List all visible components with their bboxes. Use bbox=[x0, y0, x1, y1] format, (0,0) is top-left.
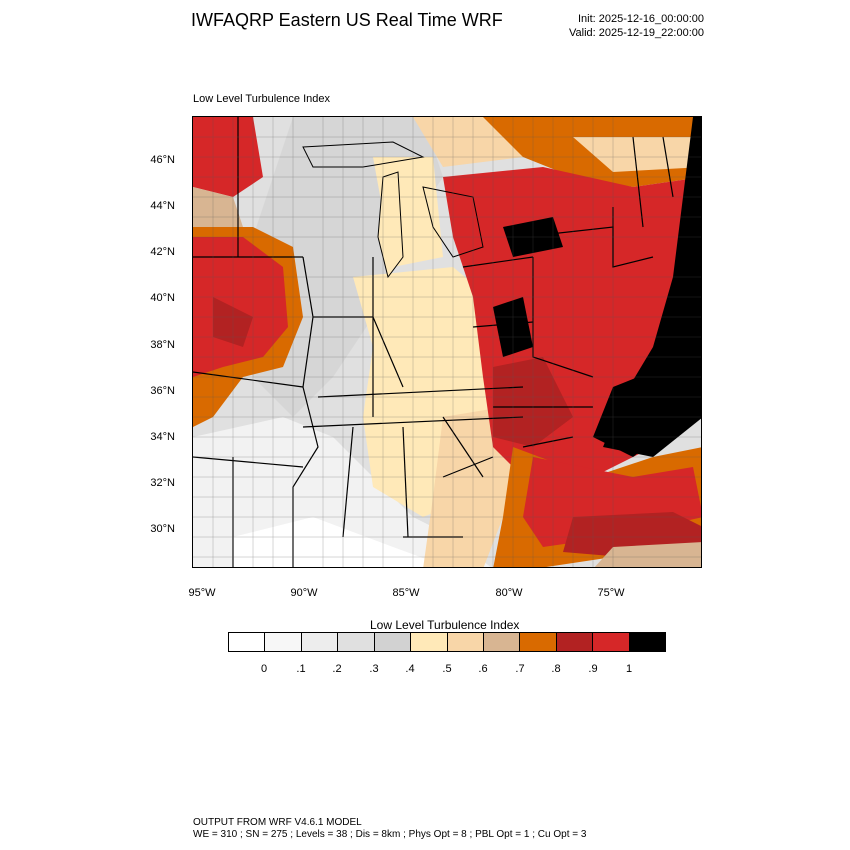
lat-label-40n: 40°N bbox=[150, 292, 175, 304]
lon-label-75w: 75°W bbox=[597, 587, 625, 599]
lon-label-95w: 95°W bbox=[188, 587, 216, 599]
legend-swatch-5 bbox=[411, 633, 448, 651]
legend-swatch-7 bbox=[483, 633, 521, 651]
legend-swatch-8 bbox=[520, 633, 557, 651]
lat-label-44n: 44°N bbox=[150, 200, 175, 212]
panel-title: Low Level Turbulence Index bbox=[193, 93, 330, 105]
legend-swatch-4 bbox=[374, 633, 412, 651]
color-legend-bar bbox=[228, 632, 666, 652]
legend-tick-0.2: .2 bbox=[332, 663, 342, 675]
legend-tick-0.9: .9 bbox=[588, 663, 598, 675]
lat-label-32n: 32°N bbox=[150, 477, 175, 489]
turbulence-field-map bbox=[193, 117, 701, 567]
model-info-line1: OUTPUT FROM WRF V4.6.1 MODEL bbox=[193, 817, 362, 828]
legend-tick-0.7: .7 bbox=[515, 663, 525, 675]
legend-swatch-10 bbox=[593, 633, 630, 651]
model-info-line2: WE = 310 ; SN = 275 ; Levels = 38 ; Dis … bbox=[193, 829, 587, 840]
legend-swatch-2 bbox=[301, 633, 339, 651]
legend-swatch-11 bbox=[629, 633, 666, 651]
lon-label-80w: 80°W bbox=[495, 587, 523, 599]
map-plot-area bbox=[192, 116, 702, 568]
lat-label-30n: 30°N bbox=[150, 523, 175, 535]
legend-tick-0: 0 bbox=[260, 663, 268, 675]
lon-label-90w: 90°W bbox=[290, 587, 318, 599]
valid-time-label: Valid: 2025-12-19_22:00:00 bbox=[569, 27, 704, 39]
legend-tick-1: 1 bbox=[625, 663, 633, 675]
legend-tick-0.8: .8 bbox=[551, 663, 561, 675]
lat-label-36n: 36°N bbox=[150, 385, 175, 397]
lat-label-46n: 46°N bbox=[150, 154, 175, 166]
legend-tick-0.3: .3 bbox=[369, 663, 379, 675]
map-title: IWFAQRP Eastern US Real Time WRF bbox=[191, 10, 503, 30]
legend-tick-0.5: .5 bbox=[442, 663, 452, 675]
legend-title: Low Level Turbulence Index bbox=[370, 618, 520, 632]
lat-label-34n: 34°N bbox=[150, 431, 175, 443]
lon-label-85w: 85°W bbox=[392, 587, 420, 599]
legend-tick-0.4: .4 bbox=[405, 663, 415, 675]
lat-label-42n: 42°N bbox=[150, 246, 175, 258]
legend-swatch-0 bbox=[229, 633, 266, 651]
legend-swatch-9 bbox=[556, 633, 594, 651]
init-time-label: Init: 2025-12-16_00:00:00 bbox=[578, 13, 704, 25]
legend-tick-0.6: .6 bbox=[478, 663, 488, 675]
legend-tick-0.1: .1 bbox=[296, 663, 306, 675]
legend-swatch-6 bbox=[447, 633, 484, 651]
lat-label-38n: 38°N bbox=[150, 339, 175, 351]
legend-swatch-3 bbox=[338, 633, 375, 651]
legend-swatch-1 bbox=[265, 633, 302, 651]
